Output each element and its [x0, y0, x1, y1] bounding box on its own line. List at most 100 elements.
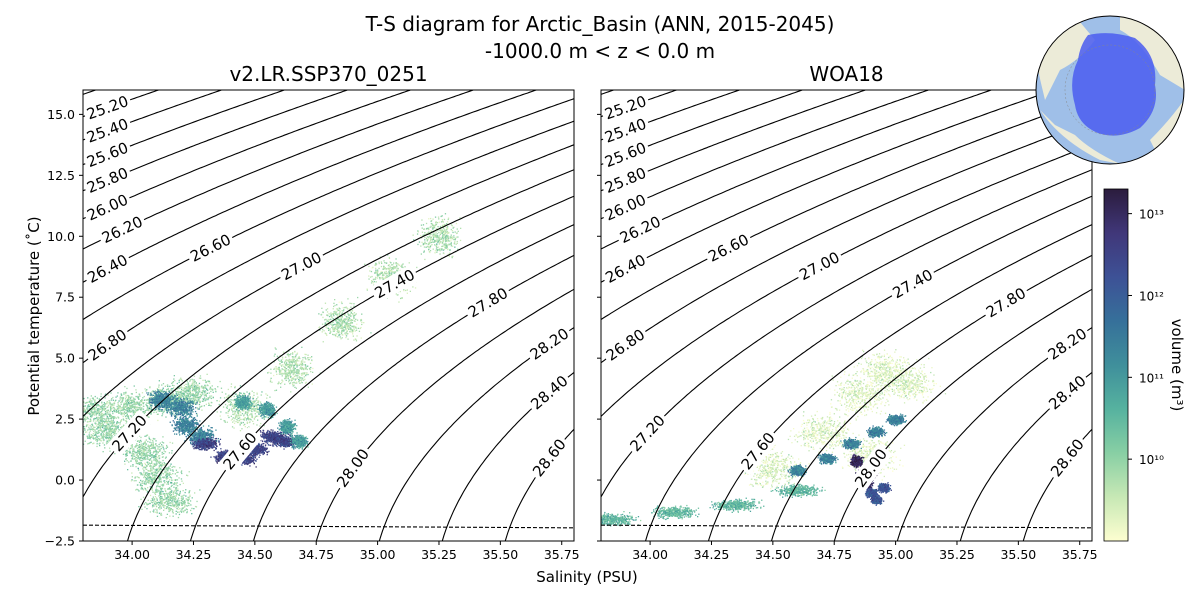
scatter-point: [372, 282, 374, 284]
scatter-point: [194, 397, 197, 399]
scatter-point: [280, 383, 282, 385]
scatter-point: [101, 402, 103, 404]
scatter-point: [152, 444, 154, 447]
scatter-point: [179, 397, 181, 399]
scatter-point: [175, 502, 177, 505]
scatter-point: [144, 411, 146, 413]
scatter-point: [158, 512, 161, 514]
scatter-point: [338, 301, 340, 303]
scatter-point: [257, 396, 259, 398]
scatter-point: [337, 308, 339, 310]
scatter-point: [142, 473, 144, 475]
scatter-point: [134, 446, 136, 448]
scatter-point: [153, 455, 156, 457]
scatter-point: [92, 413, 94, 415]
scatter-point: [96, 397, 98, 399]
plot-area: 25.2025.4025.6025.8026.0026.2026.4026.60…: [83, 90, 574, 541]
scatter-point: [129, 399, 131, 401]
scatter-point: [114, 429, 116, 431]
scatter-point: [281, 365, 283, 367]
scatter-point: [181, 496, 183, 498]
scatter-point: [356, 335, 358, 337]
scatter-point: [406, 289, 408, 291]
scatter-point: [107, 428, 109, 430]
scatter-point: [110, 425, 112, 428]
scatter-point: [143, 448, 145, 450]
scatter-point: [149, 441, 151, 443]
scatter-point: [97, 411, 99, 413]
scatter-point: [160, 488, 162, 490]
scatter-point: [138, 440, 140, 442]
scatter-point: [136, 459, 138, 461]
scatter-point: [159, 474, 161, 476]
scatter-point: [336, 328, 338, 330]
scatter-point: [161, 493, 163, 495]
scatter-point: [155, 480, 157, 482]
scatter-point: [161, 451, 163, 454]
scatter-point: [99, 425, 101, 427]
scatter-point: [129, 410, 131, 412]
scatter-point: [179, 508, 181, 510]
scatter-point: [302, 359, 304, 361]
scatter-point: [159, 486, 161, 488]
scatter-point: [139, 484, 142, 486]
scatter-point: [123, 407, 125, 410]
scatter-point: [375, 276, 377, 278]
scatter-point: [103, 402, 105, 404]
scatter-point: [141, 447, 143, 449]
scatter-point: [109, 423, 111, 425]
scatter-point: [149, 445, 151, 447]
scatter-point: [97, 430, 99, 433]
scatter-point: [240, 408, 242, 410]
scatter-point: [237, 410, 239, 412]
scatter-point: [114, 432, 116, 435]
scatter-point: [143, 445, 146, 448]
scatter-point: [155, 443, 157, 446]
scatter-point: [84, 429, 86, 431]
scatter-point: [305, 374, 307, 377]
scatter-point: [189, 379, 192, 381]
scatter-point: [403, 289, 405, 292]
scatter-point: [341, 326, 343, 328]
scatter-point: [90, 434, 92, 436]
scatter-point: [244, 423, 246, 426]
scatter-point: [301, 364, 303, 366]
scatter-point: [112, 422, 114, 424]
scatter-point: [112, 429, 114, 431]
scatter-point: [119, 423, 121, 425]
scatter-point: [172, 388, 174, 390]
scatter-point: [282, 358, 284, 360]
scatter-point: [157, 477, 160, 479]
scatter-point: [173, 496, 175, 498]
scatter-point: [120, 393, 122, 395]
scatter-point: [163, 502, 165, 504]
scatter-point: [113, 423, 115, 425]
scatter-point: [149, 470, 152, 473]
scatter-point: [233, 400, 235, 402]
scatter-point: [337, 309, 339, 311]
scatter-point: [148, 448, 151, 450]
scatter-point: [143, 452, 145, 455]
scatter-point: [136, 444, 138, 446]
scatter-point: [132, 414, 135, 416]
scatter-point: [347, 338, 349, 340]
scatter-point: [237, 415, 239, 417]
scatter-point: [162, 504, 164, 506]
scatter-point: [196, 400, 198, 402]
scatter-point: [139, 401, 141, 403]
scatter-point: [109, 413, 111, 415]
scatter-point: [343, 326, 345, 328]
scatter-point: [113, 407, 115, 409]
scatter-point: [101, 421, 104, 423]
scatter-point: [182, 502, 184, 504]
scatter-point: [152, 468, 154, 470]
scatter-point: [104, 447, 106, 449]
scatter-point: [252, 420, 254, 422]
scatter-point: [171, 397, 173, 399]
scatter-point: [112, 421, 114, 423]
scatter-point: [230, 419, 233, 421]
scatter-point: [109, 414, 111, 416]
scatter-point: [102, 435, 104, 437]
scatter-point: [138, 448, 140, 450]
scatter-point: [237, 412, 240, 414]
